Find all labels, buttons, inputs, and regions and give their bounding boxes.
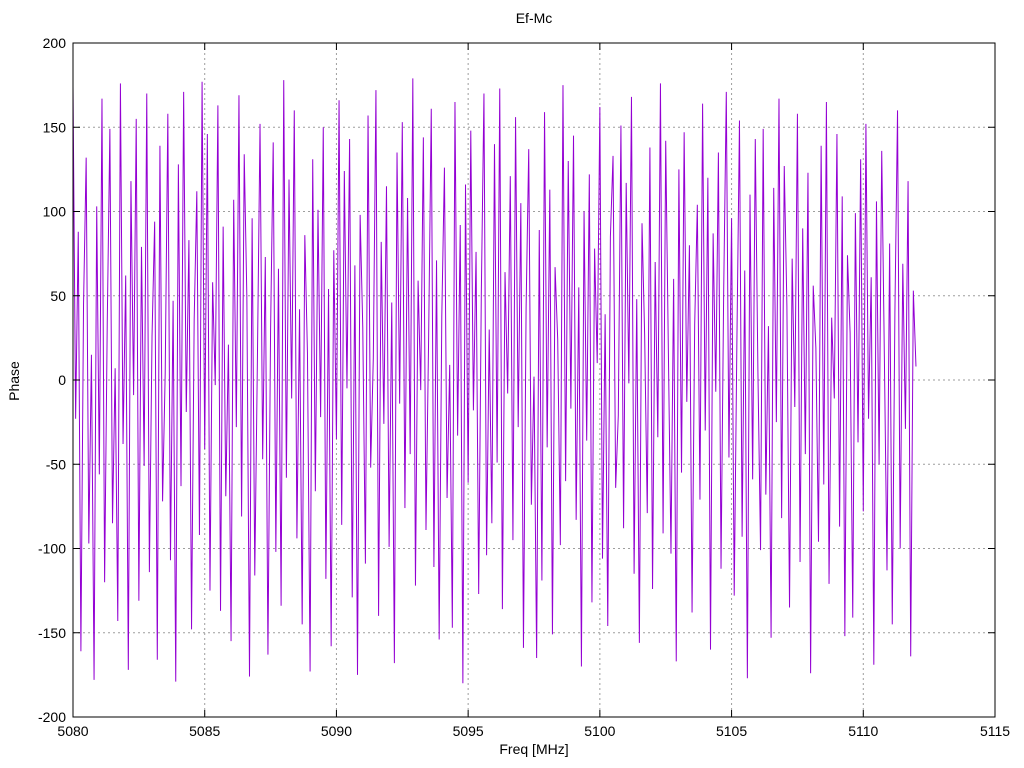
- x-tick-label: 5105: [716, 723, 747, 739]
- x-tick-label: 5095: [453, 723, 484, 739]
- x-axis-label: Freq [MHz]: [499, 741, 569, 757]
- y-tick-label: 0: [58, 372, 66, 388]
- y-tick-label: -50: [46, 456, 66, 472]
- x-tick-label: 5090: [321, 723, 352, 739]
- x-tick-label: 5100: [584, 723, 615, 739]
- y-tick-label: -100: [38, 541, 66, 557]
- y-tick-label: -150: [38, 625, 66, 641]
- y-tick-label: 150: [43, 119, 67, 135]
- x-tick-label: 5085: [189, 723, 220, 739]
- y-tick-label: 100: [43, 204, 67, 220]
- data-series-line: [72, 78, 917, 684]
- y-tick-label: 50: [50, 288, 66, 304]
- x-tick-label: 5080: [57, 723, 88, 739]
- y-axis-label: Phase: [6, 361, 22, 401]
- y-tick-label: 200: [43, 35, 67, 51]
- chart-title: Ef-Mc: [515, 10, 553, 26]
- x-tick-label: 5110: [848, 723, 878, 739]
- y-tick-label: -200: [38, 709, 66, 725]
- x-tick-label: 5115: [980, 723, 1010, 739]
